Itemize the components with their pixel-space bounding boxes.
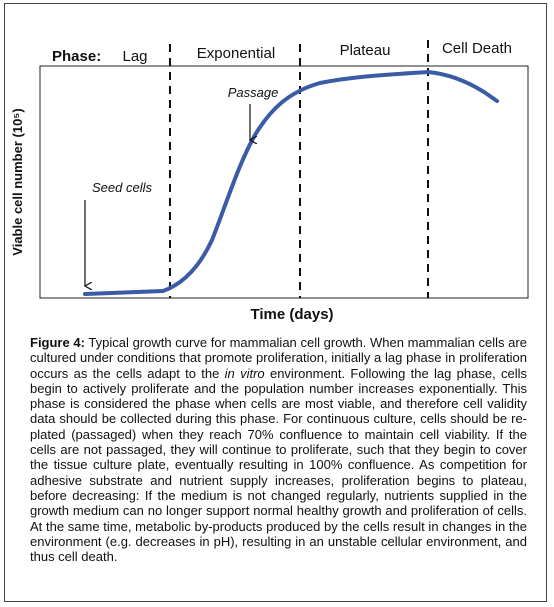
caption-label: Figure 4: — [30, 335, 85, 350]
phase-label: Plateau — [340, 42, 391, 59]
plot-box — [39, 65, 529, 299]
annotation: Seed cells — [92, 180, 152, 195]
growth-curve — [83, 69, 499, 296]
annotation: Passage — [228, 85, 279, 100]
caption: Figure 4: Typical growth curve for mamma… — [30, 335, 527, 564]
phase-label: Exponential — [197, 45, 275, 62]
x-axis-label: Time (days) — [250, 306, 333, 323]
y-axis-label: Viable cell number (10⁵) — [10, 108, 25, 255]
phase-label: Cell Death — [442, 40, 512, 57]
growth-curve-figure: Phase: Lag Exponential Plateau Cell Deat… — [10, 40, 529, 323]
caption-text: environment. Following the lag phase, ce… — [30, 365, 527, 565]
caption-emphasis: in vitro — [224, 365, 265, 381]
caption-text: Typical growth curve for mammalian cell … — [30, 335, 527, 381]
phase-dividers — [169, 40, 429, 298]
figure-frame — [4, 3, 547, 602]
phase-label: Lag — [122, 48, 147, 65]
phase-heading: Phase: — [52, 48, 101, 65]
